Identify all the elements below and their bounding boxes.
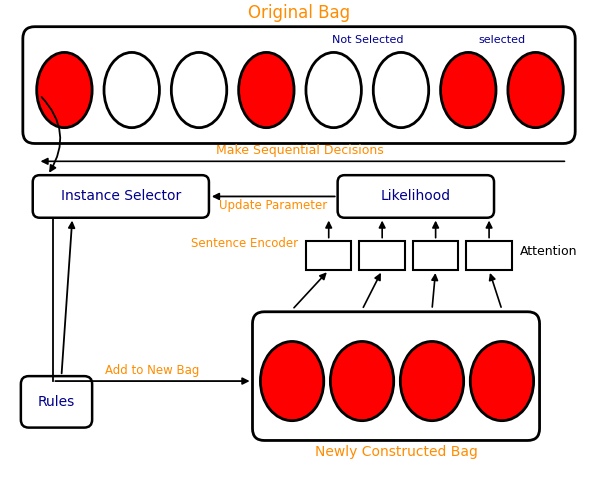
Text: Rules: Rules xyxy=(38,395,75,409)
Text: Add to New Bag: Add to New Bag xyxy=(105,364,200,377)
FancyBboxPatch shape xyxy=(33,175,209,218)
Text: Make Sequential Decisions: Make Sequential Decisions xyxy=(216,144,384,157)
FancyBboxPatch shape xyxy=(252,312,539,440)
FancyBboxPatch shape xyxy=(359,241,405,270)
FancyBboxPatch shape xyxy=(413,241,458,270)
Ellipse shape xyxy=(238,52,294,128)
Text: selected: selected xyxy=(479,35,526,45)
Text: Instance Selector: Instance Selector xyxy=(61,190,181,204)
FancyBboxPatch shape xyxy=(23,27,575,143)
Ellipse shape xyxy=(330,342,394,421)
FancyBboxPatch shape xyxy=(467,241,512,270)
Ellipse shape xyxy=(508,52,563,128)
Ellipse shape xyxy=(400,342,464,421)
Text: Update Parameter: Update Parameter xyxy=(219,199,327,212)
FancyBboxPatch shape xyxy=(21,376,92,428)
Text: Likelihood: Likelihood xyxy=(381,190,451,204)
Ellipse shape xyxy=(37,52,92,128)
Text: Sentence Encoder: Sentence Encoder xyxy=(191,237,298,250)
Ellipse shape xyxy=(373,52,429,128)
Ellipse shape xyxy=(441,52,496,128)
Ellipse shape xyxy=(261,342,324,421)
Text: Original Bag: Original Bag xyxy=(248,4,350,22)
FancyBboxPatch shape xyxy=(338,175,494,218)
Ellipse shape xyxy=(104,52,160,128)
Text: Not Selected: Not Selected xyxy=(332,35,403,45)
FancyBboxPatch shape xyxy=(306,241,352,270)
Ellipse shape xyxy=(470,342,533,421)
Ellipse shape xyxy=(172,52,227,128)
Text: Attention: Attention xyxy=(520,245,577,259)
Ellipse shape xyxy=(306,52,361,128)
Text: Newly Constructed Bag: Newly Constructed Bag xyxy=(315,445,477,459)
